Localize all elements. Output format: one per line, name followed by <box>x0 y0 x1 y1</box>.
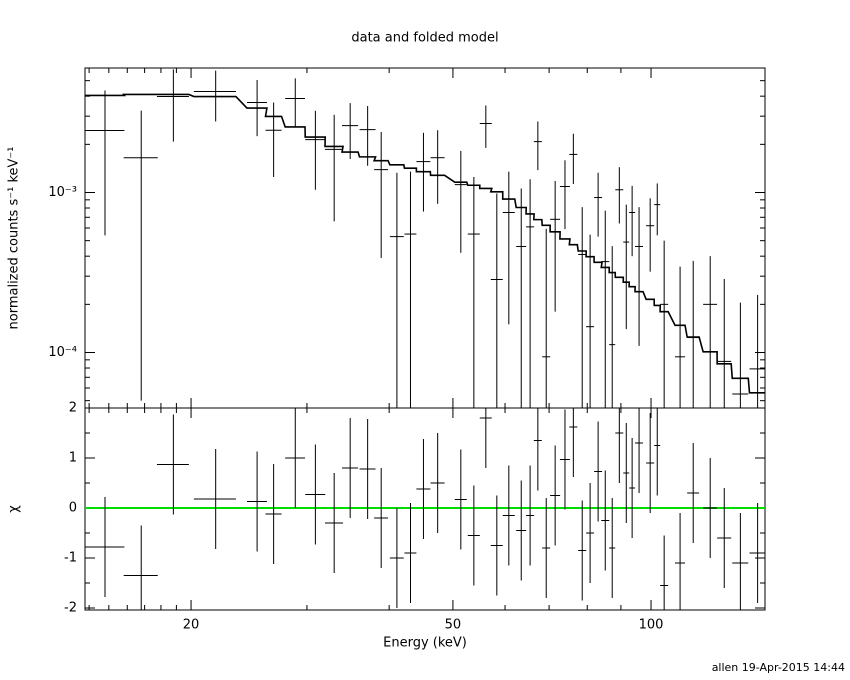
y-tick-label: 2 <box>69 401 77 416</box>
chart-title: data and folded model <box>351 31 498 46</box>
model-line <box>85 93 765 394</box>
y-tick-label: -1 <box>64 551 77 566</box>
y-tick-label: 1 <box>69 451 77 466</box>
x-tick-label: 50 <box>445 618 462 633</box>
y-axis-label: normalized counts s⁻¹ keV⁻¹ <box>7 147 22 330</box>
y-tick-label: 0 <box>69 501 77 516</box>
footer: allen 19-Apr-2015 14:44 <box>712 661 845 674</box>
y-axis-label: χ <box>7 505 22 513</box>
x-tick-label: 100 <box>639 618 664 633</box>
x-axis-label: Energy (keV) <box>383 636 467 651</box>
y-tick-label: 10⁻⁴ <box>48 345 77 360</box>
panel-frame <box>84 67 766 409</box>
y-tick-label: 10⁻³ <box>48 185 77 200</box>
y-tick-label: -2 <box>64 601 77 616</box>
x-tick-label: 20 <box>183 618 200 633</box>
